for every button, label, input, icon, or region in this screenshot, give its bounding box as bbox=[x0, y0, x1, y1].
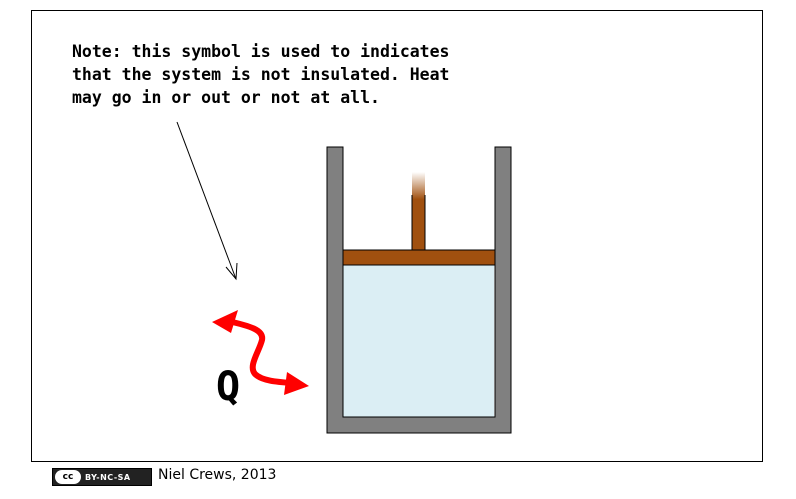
piston-head bbox=[342, 249, 496, 266]
author-credit: Niel Crews, 2013 bbox=[158, 467, 277, 483]
gas-region bbox=[342, 265, 494, 417]
heat-label-q: Q bbox=[216, 364, 241, 410]
piston-rod bbox=[412, 172, 425, 250]
pointer-arrow bbox=[176, 121, 238, 281]
license-type: BY-NC-SA bbox=[85, 472, 131, 482]
cc-logo-icon: cc bbox=[55, 470, 81, 484]
heat-transfer-arrow bbox=[212, 310, 309, 395]
cylinder-container bbox=[326, 146, 512, 434]
note-text: Note: this symbol is used to indicates t… bbox=[72, 42, 450, 107]
cc-license-badge[interactable]: cc BY-NC-SA bbox=[52, 468, 152, 486]
